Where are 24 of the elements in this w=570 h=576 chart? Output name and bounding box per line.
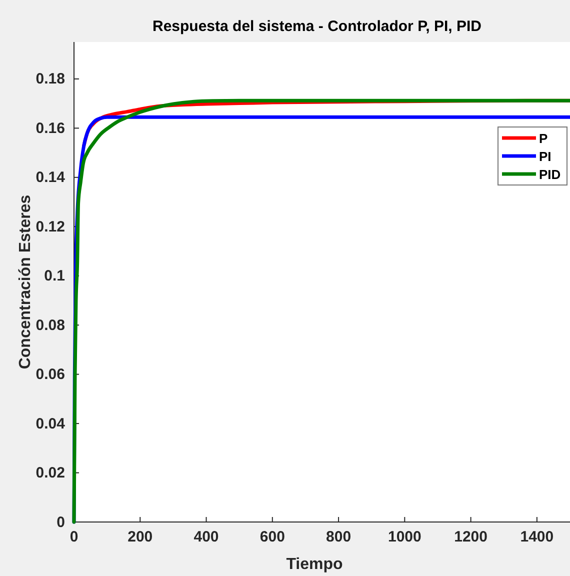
x-tick-label: 1200 <box>454 528 488 546</box>
y-tick-label: 0.06 <box>36 366 65 384</box>
x-tick-label: 0 <box>70 528 78 546</box>
x-tick-label: 1000 <box>388 528 422 546</box>
y-tick-label: 0.1 <box>44 268 65 285</box>
legend-label: PID <box>539 167 561 182</box>
y-tick-label: 0.16 <box>36 120 65 137</box>
chart-title: Respuesta del sistema - Controlador P, PI, PID <box>152 18 482 35</box>
y-tick-label: 0.18 <box>36 70 65 88</box>
x-tick-label: 200 <box>128 528 153 546</box>
legend-label: P <box>539 131 548 146</box>
x-tick-label: 1400 <box>520 528 554 546</box>
x-tick-label: 800 <box>326 528 352 546</box>
x-tick-label: 600 <box>260 528 285 546</box>
y-tick-label: 0.08 <box>36 316 65 334</box>
y-tick-label: 0.12 <box>36 218 65 236</box>
y-tick-label: 0.02 <box>36 464 65 482</box>
x-tick-label: 400 <box>194 528 219 546</box>
y-tick-label: 0 <box>56 514 65 531</box>
y-axis-title: Concentración Esteres <box>17 194 34 370</box>
y-tick-label: 0.04 <box>36 415 66 432</box>
x-axis-title: Tiempo <box>286 556 344 573</box>
y-tick-label: 0.14 <box>36 169 66 186</box>
legend-label: PI <box>539 149 552 164</box>
